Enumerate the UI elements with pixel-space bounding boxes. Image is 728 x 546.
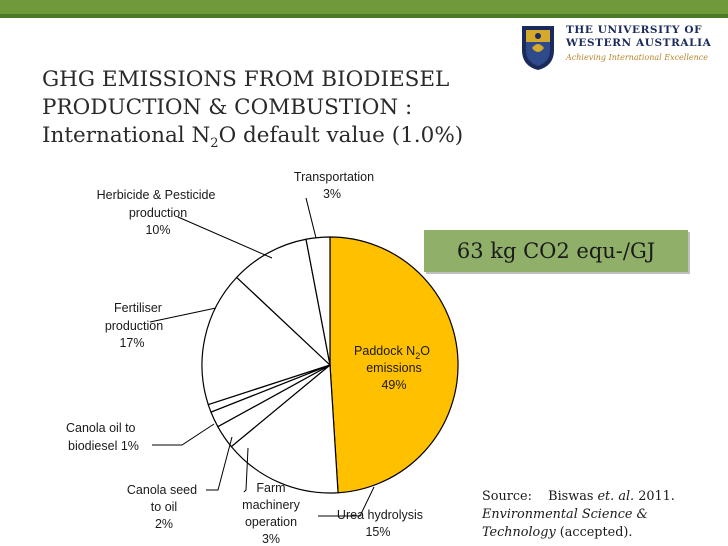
label-farm-l2: machinery xyxy=(242,498,300,512)
label-paddock-l1b: O xyxy=(420,344,430,358)
label-fert-l1: Fertiliser xyxy=(114,301,162,315)
source-journal: Environmental Science & Technology xyxy=(482,507,648,540)
label-fert-l3: 17% xyxy=(119,336,144,350)
title-line-2: PRODUCTION & COMBUSTION : xyxy=(42,95,413,120)
university-logo xyxy=(522,26,554,70)
label-trans-l2: 3% xyxy=(323,187,341,201)
slide-title: GHG EMISSIONS FROM BIODIESEL PRODUCTION … xyxy=(42,66,463,150)
pie-slices xyxy=(201,236,459,494)
leader-urea xyxy=(318,486,375,517)
leader-farm xyxy=(243,447,249,493)
label-trans-l1: Transportation xyxy=(294,170,374,184)
leader-fertiliser xyxy=(149,307,217,323)
label-oil-l1: Canola oil to xyxy=(66,421,136,435)
label-oil-l2: biodiesel 1% xyxy=(68,439,139,453)
leader-canola-seed xyxy=(206,436,233,491)
total-emissions-box: 63 kg CO2 equ-/GJ xyxy=(424,230,688,272)
source-year: 2011. xyxy=(638,489,675,504)
label-urea-l1: Urea hydrolysis xyxy=(337,508,423,522)
pie-slice-urea-hydrolysis xyxy=(230,363,339,494)
source-status: (accepted). xyxy=(559,525,633,540)
title-line-3-subscript: 2 xyxy=(210,136,219,151)
label-farm-l4: 3% xyxy=(262,532,280,546)
pie-slice-herbicide-pesticide-production xyxy=(235,238,331,367)
label-paddock-sub: 2 xyxy=(415,351,420,361)
label-herb-l2: production xyxy=(129,206,187,220)
source-citation: Source: Biswas et. al. 2011. Environment… xyxy=(482,488,722,542)
label-seed-l2: to oil xyxy=(151,500,177,514)
leader-transport xyxy=(305,197,317,239)
title-line-1: GHG EMISSIONS FROM BIODIESEL xyxy=(42,67,450,92)
title-line-3: International N2O default value (1.0%) xyxy=(42,122,463,150)
pie-slice-transportation xyxy=(305,236,331,366)
header-accent-bar xyxy=(0,0,728,14)
label-herb-l3: 10% xyxy=(145,223,170,237)
label-fert-l2: production xyxy=(105,319,163,333)
leader-lines xyxy=(149,197,375,517)
title-line-3-prefix: International N xyxy=(42,123,211,148)
label-seed-l1: Canola seed xyxy=(127,483,197,497)
label-paddock: Paddock N2O xyxy=(354,344,430,361)
source-etal: et. al. xyxy=(597,489,635,504)
leader-canola-oil xyxy=(152,423,215,446)
pie-slice-paddock-n2o-emissions xyxy=(329,236,459,494)
label-paddock-l1: Paddock N xyxy=(354,344,415,358)
label-farm-l3: operation xyxy=(245,515,297,529)
leader-herbicide xyxy=(177,216,273,259)
university-tagline: Achieving International Excellence xyxy=(566,53,709,62)
crest-icon xyxy=(522,26,554,70)
source-prefix: Source: xyxy=(482,489,532,504)
source-author: Biswas xyxy=(548,489,594,504)
header-accent-bar-shadow xyxy=(0,14,728,18)
title-line-3-suffix: O default value (1.0%) xyxy=(218,123,464,148)
label-paddock-l2: emissions xyxy=(366,361,422,375)
pie-slice-fertiliser-production xyxy=(201,276,332,406)
university-name: THE UNIVERSITY OF WESTERN AUSTRALIA xyxy=(566,24,712,49)
label-farm-l1: Farm xyxy=(256,481,285,495)
label-urea-l2: 15% xyxy=(365,525,390,539)
label-seed-l3: 2% xyxy=(155,517,173,531)
label-paddock-l3: 49% xyxy=(381,378,406,392)
label-herb-l1: Herbicide & Pesticide xyxy=(97,188,216,202)
